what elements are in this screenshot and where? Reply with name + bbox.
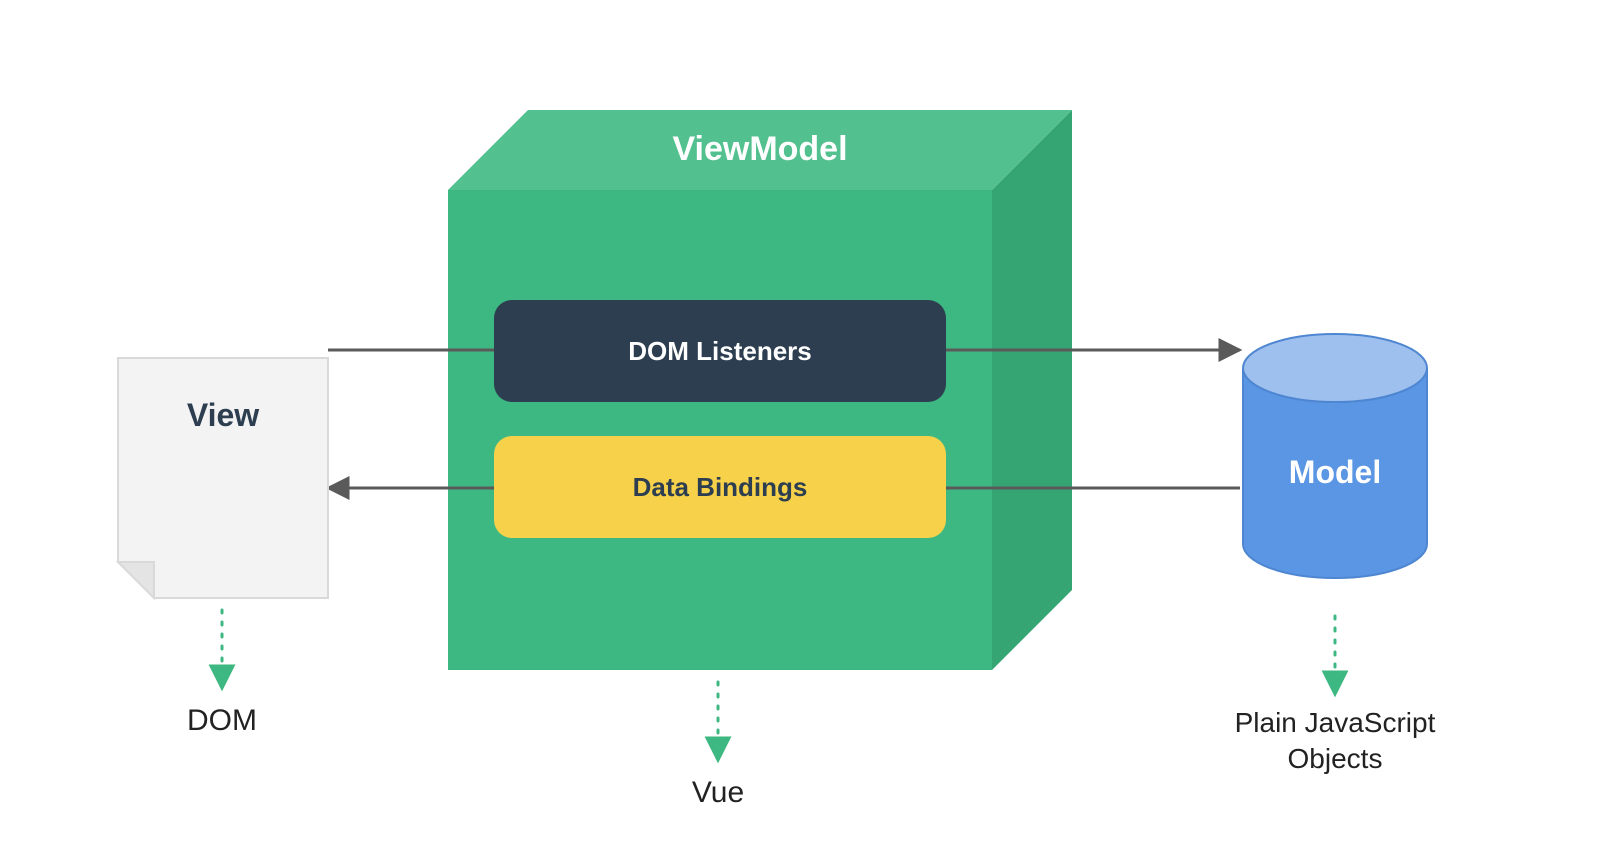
cube-front-face [448, 190, 992, 670]
diagram-canvas: ViewModel DOM Listeners Data Bindings Vi… [0, 0, 1600, 850]
view-page: View [118, 358, 328, 598]
model-sublabel: Plain JavaScriptObjects [1235, 707, 1436, 774]
viewmodel-sublabel: Vue [692, 776, 744, 809]
model-cylinder-top [1243, 334, 1427, 402]
dom-listeners-pill: DOM Listeners [494, 300, 946, 402]
model-cylinder: Model [1243, 334, 1427, 578]
mvvm-diagram: ViewModel DOM Listeners Data Bindings Vi… [0, 0, 1600, 850]
model-label: Model [1289, 454, 1381, 490]
cube-side-face [992, 110, 1072, 670]
data-bindings-pill: Data Bindings [494, 436, 946, 538]
dom-listeners-label: DOM Listeners [628, 336, 812, 366]
view-sublabel: DOM [187, 704, 257, 737]
view-page-fold [118, 562, 154, 598]
data-bindings-label: Data Bindings [633, 472, 808, 502]
view-label: View [187, 397, 259, 433]
viewmodel-label: ViewModel [672, 130, 847, 168]
